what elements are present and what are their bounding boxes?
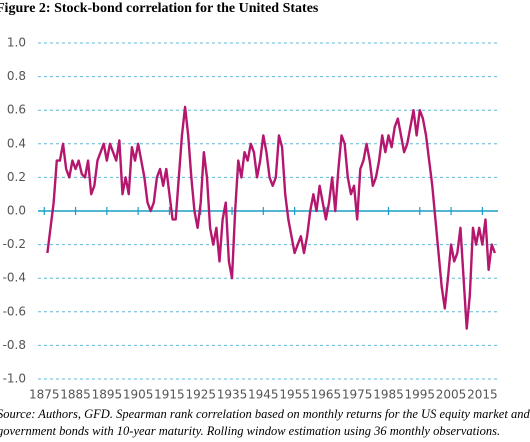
y-tick-label: -0.8 bbox=[3, 338, 26, 352]
x-tick-label: 1895 bbox=[92, 388, 123, 402]
x-tick-label: 2005 bbox=[436, 388, 467, 402]
y-tick-label: 1.0 bbox=[7, 36, 26, 50]
x-tick-label: 1875 bbox=[29, 388, 60, 402]
y-tick-label: 0.4 bbox=[7, 136, 26, 150]
x-tick-label: 1985 bbox=[373, 388, 404, 402]
y-tick-label: -1.0 bbox=[3, 372, 26, 386]
x-tick-label: 1935 bbox=[217, 388, 248, 402]
series-line bbox=[46, 105, 496, 330]
y-tick-label: 0.6 bbox=[7, 103, 26, 117]
x-tick-label: 1955 bbox=[279, 388, 310, 402]
x-tick-label: 1925 bbox=[185, 388, 216, 402]
y-tick-label: -0.6 bbox=[3, 304, 26, 318]
x-tick-label: 1885 bbox=[60, 388, 91, 402]
x-tick-label: 1945 bbox=[248, 388, 279, 402]
x-tick-label: 1995 bbox=[404, 388, 435, 402]
chart-title: Figure 2: Stock-bond correlation for the… bbox=[0, 1, 319, 16]
source-note: government bonds with 10-year maturity. … bbox=[0, 424, 500, 438]
y-tick-label: 0.0 bbox=[7, 204, 26, 218]
y-tick-label: -0.4 bbox=[3, 271, 26, 285]
source-note: Source: Authors, GFD. Spearman rank corr… bbox=[0, 407, 530, 421]
y-tick-label: 0.2 bbox=[7, 170, 26, 184]
y-tick-label: 0.8 bbox=[7, 69, 26, 83]
x-tick-label: 1915 bbox=[154, 388, 185, 402]
x-tick-label: 1905 bbox=[123, 388, 154, 402]
x-tick-label: 1965 bbox=[311, 388, 342, 402]
x-tick-label: 2015 bbox=[467, 388, 498, 402]
y-tick-label: -0.2 bbox=[3, 237, 26, 251]
x-tick-label: 1975 bbox=[342, 388, 373, 402]
